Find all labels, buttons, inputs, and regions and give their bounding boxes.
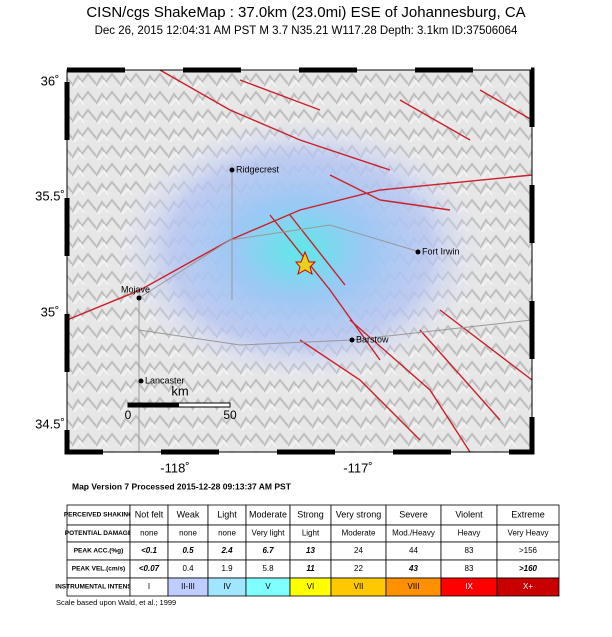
subtitle: Dec 26, 2015 12:04:31 AM PST M 3.7 N35.2…: [95, 25, 518, 37]
table-value: >156: [519, 546, 538, 555]
table-value: 22: [354, 564, 363, 573]
table-value: Extreme: [511, 509, 545, 519]
city-dot: [415, 249, 421, 255]
table-value: Mod./Heavy: [392, 529, 435, 538]
table-value: 5.8: [262, 564, 274, 573]
table-value: 11: [306, 564, 315, 573]
scale-end: 50: [223, 408, 237, 422]
table-value: Moderate: [249, 509, 287, 519]
table-value: 0.5: [182, 546, 194, 555]
lon-label: -117˚: [343, 460, 372, 475]
table-value: IV: [223, 582, 231, 591]
table-value: >160: [519, 564, 538, 573]
table-value: 0.4: [182, 564, 194, 573]
scale-start: 0: [125, 408, 132, 422]
legend-table: PERCEIVED SHAKING Not felt Weak Light Modera…: [55, 504, 560, 597]
city-label: Fort Irwin: [422, 246, 460, 256]
lat-label: 34.5˚: [35, 416, 65, 431]
table-value: <0.1: [141, 546, 157, 555]
frame-line: [66, 69, 533, 453]
lat-label: 35˚: [41, 304, 60, 319]
table-value: none: [218, 529, 236, 538]
roads: [138, 170, 533, 452]
map: Ridgecrest Fort Irwin Mojave Barstow Lancast…: [64, 67, 535, 455]
table-value: <0.07: [139, 564, 160, 573]
table-value: Severe: [399, 509, 428, 519]
table-value: 13: [306, 546, 315, 555]
table-value: V: [265, 582, 271, 591]
table-value: Strong: [297, 509, 324, 519]
cities: Ridgecrest Fort Irwin Mojave Barstow Lancast…: [121, 164, 460, 385]
row-header: PEAK VEL.(cm/s): [72, 566, 125, 573]
table-value: Very light: [252, 529, 286, 538]
table-value: 44: [409, 546, 418, 555]
table-value: 6.7: [262, 546, 274, 555]
table-value: 83: [465, 546, 474, 555]
city-dot: [138, 378, 144, 384]
table-value: Light: [217, 509, 237, 519]
axis-labels: 36˚ 35.5˚ 35˚ 34.5˚ -118˚ -117˚: [35, 73, 373, 475]
row-header: PEAK ACC.(%g): [74, 548, 124, 555]
table-value: Not felt: [135, 509, 164, 519]
faults: [66, 69, 533, 453]
table-value: 1.9: [221, 564, 233, 573]
table-value: VII: [354, 582, 364, 591]
table-cell: [496, 577, 560, 597]
table-value: X+: [523, 582, 533, 591]
table-value: VIII: [407, 582, 419, 591]
scale-bar: 0 50 km: [125, 383, 237, 422]
scale-unit: km: [171, 383, 188, 398]
row-header: POTENTIAL DAMAGE: [65, 530, 133, 537]
city-label: Barstow: [356, 334, 389, 344]
table-value: Very strong: [336, 509, 382, 519]
city-dot: [229, 167, 235, 173]
lat-label: 35.5˚: [35, 188, 65, 203]
city-label: Lancaster: [145, 375, 185, 385]
epicenter: [294, 250, 317, 276]
footer: Scale based upon Wald, et al.; 1999: [56, 598, 176, 607]
lat-label: 36˚: [41, 73, 60, 88]
title: CISN/cgs ShakeMap : 37.0km (23.0mi) ESE …: [86, 4, 525, 21]
version: Map Version 7 Processed 2015-12-28 09:13…: [72, 481, 292, 491]
city-dot: [136, 295, 142, 301]
lon-label: -118˚: [160, 460, 189, 475]
table-value: 83: [465, 564, 474, 573]
table-value: Weak: [177, 509, 200, 519]
row-header: PERCEIVED SHAKING: [64, 512, 133, 519]
row-header: INSTRUMENTAL INTENSITY: [55, 584, 142, 591]
table-value: none: [179, 529, 197, 538]
shaking-area: [115, 115, 485, 385]
table-value: Moderate: [342, 529, 376, 538]
table-value: Light: [302, 529, 320, 538]
table-value: II-III: [181, 582, 195, 591]
city-label: Ridgecrest: [236, 164, 280, 174]
table-value: Very Heavy: [508, 529, 549, 538]
table-value: IX: [465, 582, 473, 591]
table-value: VI: [307, 582, 315, 591]
table-value: none: [140, 529, 158, 538]
table-value: Violent: [455, 509, 483, 519]
table-value: 24: [354, 546, 363, 555]
city-label: Mojave: [121, 284, 150, 294]
table-value: I: [148, 582, 150, 591]
table-value: Heavy: [458, 529, 481, 538]
city-dot: [349, 337, 355, 343]
table-value: 43: [408, 564, 418, 573]
table-value: 2.4: [220, 546, 233, 555]
